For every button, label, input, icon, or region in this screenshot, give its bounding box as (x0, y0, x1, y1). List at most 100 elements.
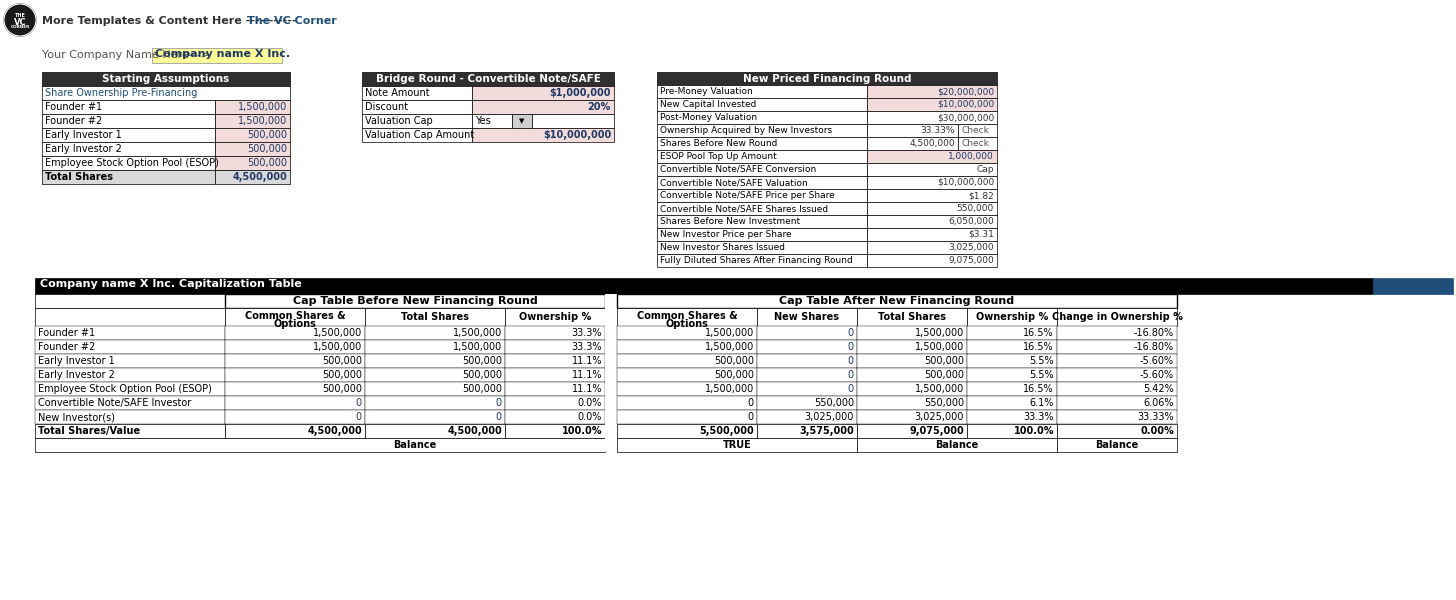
Text: 5.5%: 5.5% (1029, 356, 1054, 366)
Text: Early Investor 1: Early Investor 1 (45, 130, 122, 140)
Bar (472, 100, 614, 114)
Text: 0.0%: 0.0% (578, 398, 601, 408)
Bar (858, 424, 967, 438)
Text: 3,575,000: 3,575,000 (799, 426, 855, 436)
Bar (858, 368, 967, 382)
Text: 500,000: 500,000 (713, 370, 754, 380)
Text: Pre-Money Valuation: Pre-Money Valuation (660, 87, 753, 96)
Text: 6,050,000: 6,050,000 (948, 217, 994, 226)
Text: 16.5%: 16.5% (1024, 384, 1054, 394)
Text: ESOP Pool Top Up Amount: ESOP Pool Top Up Amount (660, 152, 776, 161)
Text: Change in Ownership %: Change in Ownership % (1051, 312, 1182, 322)
Bar (226, 340, 365, 354)
Text: Discount: Discount (365, 102, 408, 112)
Text: Company name X Inc.: Company name X Inc. (154, 49, 290, 59)
Text: $20,000,000: $20,000,000 (936, 87, 994, 96)
Bar (967, 354, 1057, 368)
Text: 500,000: 500,000 (713, 356, 754, 366)
Bar (505, 354, 606, 368)
Bar (617, 294, 1176, 308)
Bar (617, 396, 757, 410)
Bar (958, 137, 997, 150)
Bar (606, 424, 617, 438)
Bar (606, 410, 617, 424)
Bar (365, 382, 505, 396)
Text: $30,000,000: $30,000,000 (936, 113, 994, 122)
Bar (365, 396, 505, 410)
Bar (606, 340, 617, 354)
Bar (35, 326, 226, 340)
Bar (365, 326, 505, 340)
Bar (365, 354, 505, 368)
Bar (866, 241, 997, 254)
Bar (35, 294, 226, 308)
Text: 1,500,000: 1,500,000 (705, 384, 754, 394)
Bar (606, 294, 617, 308)
Text: -5.60%: -5.60% (1140, 370, 1174, 380)
Bar (1373, 278, 1453, 294)
Text: Convertible Note/SAFE Price per Share: Convertible Note/SAFE Price per Share (660, 191, 834, 200)
Bar (226, 368, 365, 382)
Bar (215, 142, 290, 156)
Bar (505, 308, 606, 326)
Text: Options: Options (274, 319, 316, 329)
Text: Early Investor 1: Early Investor 1 (38, 356, 115, 366)
Bar (757, 396, 858, 410)
Bar (505, 368, 606, 382)
Bar (363, 128, 472, 142)
Bar (606, 396, 617, 410)
Bar (866, 176, 997, 189)
Bar (35, 354, 226, 368)
Bar (505, 424, 606, 438)
Bar (866, 254, 997, 267)
Bar (226, 294, 606, 308)
Text: -16.80%: -16.80% (1134, 342, 1174, 352)
Bar (365, 368, 505, 382)
Bar (42, 170, 215, 184)
Text: 500,000: 500,000 (925, 370, 964, 380)
Text: New Capital Invested: New Capital Invested (660, 100, 756, 109)
Bar (866, 111, 997, 124)
Bar (365, 410, 505, 424)
Bar (757, 308, 858, 326)
Text: 0: 0 (355, 398, 363, 408)
Text: 1,500,000: 1,500,000 (237, 102, 287, 112)
Bar (363, 86, 472, 100)
Bar (657, 202, 866, 215)
Bar (215, 100, 290, 114)
Bar (757, 424, 858, 438)
Text: 33.3%: 33.3% (572, 342, 601, 352)
Bar (967, 368, 1057, 382)
Text: Post-Money Valuation: Post-Money Valuation (660, 113, 757, 122)
Text: $1.82: $1.82 (968, 191, 994, 200)
Bar (617, 340, 757, 354)
Bar (226, 308, 365, 326)
Bar (42, 128, 215, 142)
Bar (472, 114, 513, 128)
Bar (866, 98, 997, 111)
Bar (472, 128, 614, 142)
Text: 33.33%: 33.33% (1137, 412, 1174, 422)
Text: 500,000: 500,000 (248, 144, 287, 154)
Text: Valuation Cap: Valuation Cap (365, 116, 432, 126)
Text: VC: VC (13, 18, 26, 27)
Bar (858, 438, 1057, 452)
Bar (866, 189, 997, 202)
Bar (657, 111, 866, 124)
Text: Convertible Note/SAFE Shares Issued: Convertible Note/SAFE Shares Issued (660, 204, 828, 213)
Bar (226, 354, 365, 368)
Text: 1,500,000: 1,500,000 (914, 384, 964, 394)
Text: 33.3%: 33.3% (1024, 412, 1054, 422)
Text: Early Investor 2: Early Investor 2 (38, 370, 115, 380)
Bar (35, 278, 1373, 294)
Bar (858, 410, 967, 424)
Text: 33.3%: 33.3% (572, 328, 601, 338)
Text: 4,500,000: 4,500,000 (447, 426, 502, 436)
Bar (363, 114, 472, 128)
Text: TRUE: TRUE (722, 440, 751, 450)
Text: 500,000: 500,000 (248, 130, 287, 140)
Text: Note Amount: Note Amount (365, 88, 430, 98)
Text: Convertible Note/SAFE Valuation: Convertible Note/SAFE Valuation (660, 178, 808, 187)
Text: Total Shares/Value: Total Shares/Value (38, 426, 140, 436)
Bar (35, 410, 226, 424)
